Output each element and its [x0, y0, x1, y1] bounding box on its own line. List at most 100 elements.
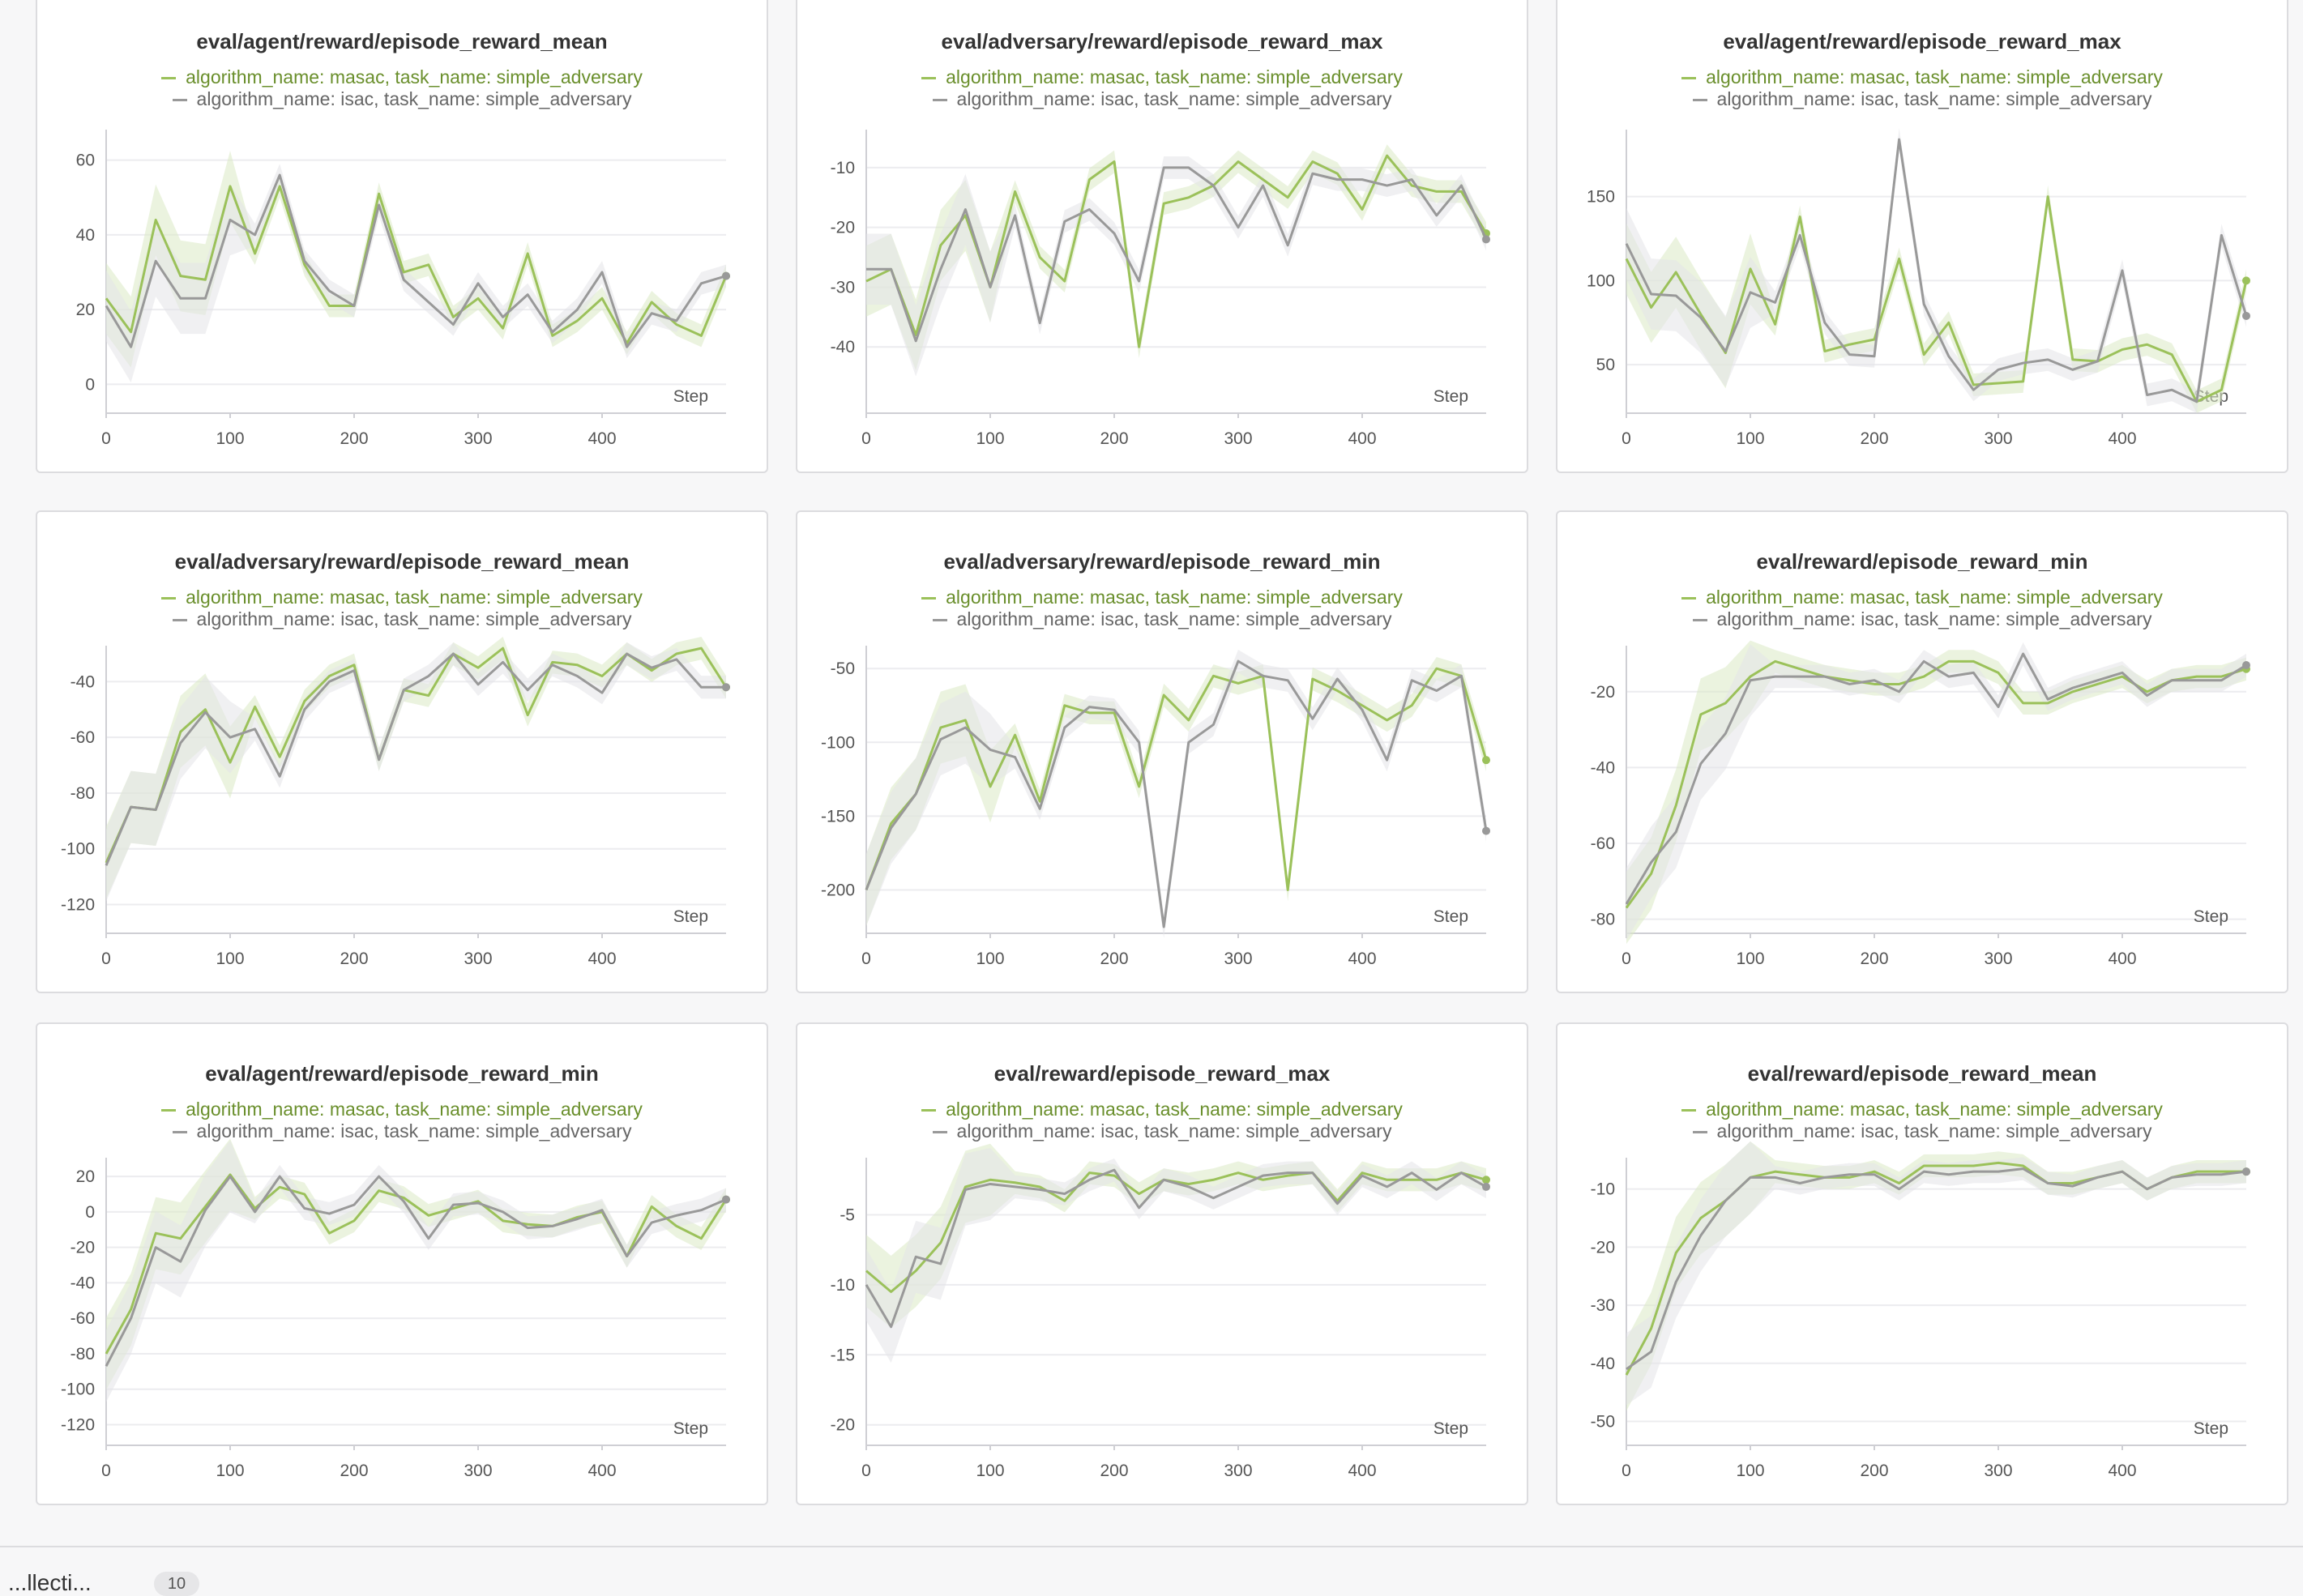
y-tick-label: -20: [831, 1416, 855, 1435]
chart-panel[interactable]: eval/reward/episode_reward_mean algorithm…: [1556, 1022, 2288, 1505]
series-band-isac: [106, 642, 726, 902]
series-band-isac: [866, 649, 1486, 939]
y-tick-label: 150: [1587, 188, 1615, 207]
chart-panel[interactable]: eval/adversary/reward/episode_reward_min…: [796, 510, 1528, 993]
series-line-masac[interactable]: [865, 154, 1488, 348]
y-tick-label: -100: [821, 733, 855, 752]
y-tick-label: -40: [70, 1274, 95, 1292]
chart-panel[interactable]: eval/agent/reward/episode_reward_max algo…: [1556, 0, 2288, 473]
x-tick-label: 300: [1984, 949, 2012, 968]
legend-swatch: [1681, 1109, 1697, 1112]
legend-swatch: [932, 619, 947, 622]
y-tick-label: -20: [1591, 683, 1615, 702]
series-line-isac[interactable]: [105, 652, 726, 866]
legend-entry-masac[interactable]: algorithm_name: masac, task_name: simple…: [1557, 587, 2287, 608]
legend-label: algorithm_name: masac, task_name: simple…: [186, 587, 643, 608]
legend-swatch: [921, 597, 937, 600]
chart-title: eval/agent/reward/episode_reward_mean: [196, 29, 608, 53]
legend-swatch: [1692, 99, 1707, 102]
x-tick-label: 200: [340, 429, 368, 448]
legend-label: algorithm_name: masac, task_name: simple…: [1706, 587, 2163, 608]
legend-entry-masac[interactable]: algorithm_name: masac, task_name: simple…: [1557, 66, 2287, 88]
legend-swatch: [172, 99, 187, 102]
legend-entry-masac[interactable]: algorithm_name: masac, task_name: simple…: [797, 1099, 1527, 1120]
chart-panel[interactable]: eval/reward/episode_reward_max algorithm_…: [796, 1022, 1528, 1505]
legend-entry-masac[interactable]: algorithm_name: masac, task_name: simple…: [37, 66, 767, 88]
series-endpoint-isac: [2242, 1167, 2250, 1176]
y-tick-label: 0: [85, 1203, 95, 1222]
y-tick-label: -60: [1591, 834, 1615, 853]
series-line-isac[interactable]: [865, 1168, 1487, 1329]
series-endpoint-isac: [2242, 661, 2250, 670]
x-tick-label: 200: [340, 1462, 368, 1480]
chart-title: eval/adversary/reward/episode_reward_max: [941, 29, 1383, 53]
y-tick-label: -40: [831, 338, 855, 356]
y-tick-label: -80: [1591, 911, 1615, 929]
x-tick-label: 400: [2108, 429, 2136, 448]
section-header[interactable]: ...llecti...: [8, 1570, 92, 1595]
legend-label: algorithm_name: masac, task_name: simple…: [946, 66, 1403, 87]
legend-entry-masac[interactable]: algorithm_name: masac, task_name: simple…: [1557, 1099, 2287, 1120]
y-tick-label: -40: [1591, 758, 1615, 777]
x-axis-label: Step: [1434, 907, 1468, 926]
chart-title: eval/reward/episode_reward_max: [993, 1061, 1331, 1086]
chart-panel[interactable]: eval/adversary/reward/episode_reward_max…: [796, 0, 1528, 473]
series-line-masac[interactable]: [105, 647, 728, 864]
series-line-isac[interactable]: [105, 173, 727, 348]
series-line-isac[interactable]: [866, 166, 1488, 343]
series-endpoint-isac: [1482, 1182, 1490, 1191]
chart-title: eval/reward/episode_reward_min: [1756, 549, 2088, 574]
legend-label: algorithm_name: isac, task_name: simple_…: [1716, 88, 2152, 109]
legend-entry-isac[interactable]: algorithm_name: isac, task_name: simple_…: [1557, 88, 2287, 110]
series-line-isac[interactable]: [1626, 1167, 2247, 1371]
chart-title: eval/adversary/reward/episode_reward_min: [943, 549, 1381, 574]
chart-svg: -10 -20 -30 -40 0 100 200 300 400 Step: [831, 130, 1490, 448]
legend-entry-masac[interactable]: algorithm_name: masac, task_name: simple…: [37, 1099, 767, 1120]
legend-entry-masac[interactable]: algorithm_name: masac, task_name: simple…: [797, 587, 1527, 608]
x-tick-label: 0: [101, 429, 111, 448]
x-tick-label: 400: [588, 1462, 616, 1480]
legend-entry-isac[interactable]: algorithm_name: isac, task_name: simple_…: [37, 1120, 767, 1142]
chart-panel[interactable]: eval/reward/episode_reward_min algorithm_…: [1556, 510, 2288, 993]
x-tick-label: 300: [1984, 1462, 2012, 1480]
series-line-isac[interactable]: [105, 1175, 727, 1367]
legend-swatch: [932, 99, 947, 102]
series-endpoint-isac: [1482, 235, 1490, 244]
legend-label: algorithm_name: masac, task_name: simple…: [186, 66, 643, 87]
chart-panel[interactable]: eval/agent/reward/episode_reward_min algo…: [36, 1022, 768, 1505]
legend-label: algorithm_name: isac, task_name: simple_…: [196, 88, 632, 109]
legend-label: algorithm_name: isac, task_name: simple_…: [196, 608, 632, 629]
series-band-isac: [866, 156, 1486, 377]
legend-entry-isac[interactable]: algorithm_name: isac, task_name: simple_…: [797, 608, 1527, 630]
y-tick-label: -10: [831, 1276, 855, 1295]
legend-entry-isac[interactable]: algorithm_name: isac, task_name: simple_…: [37, 88, 767, 110]
legend-entry-isac[interactable]: algorithm_name: isac, task_name: simple_…: [797, 88, 1527, 110]
legend-entry-isac[interactable]: algorithm_name: isac, task_name: simple_…: [1557, 608, 2287, 630]
legend-entry-isac[interactable]: algorithm_name: isac, task_name: simple_…: [37, 608, 767, 630]
x-tick-label: 300: [464, 429, 492, 448]
legend-entry-isac[interactable]: algorithm_name: isac, task_name: simple_…: [1557, 1120, 2287, 1142]
legend-entry-masac[interactable]: algorithm_name: masac, task_name: simple…: [37, 587, 767, 608]
y-tick-label: -20: [70, 1239, 95, 1257]
series-line-isac[interactable]: [1625, 652, 2247, 905]
series-line-isac[interactable]: [865, 659, 1488, 928]
series-line-isac[interactable]: [1625, 138, 2248, 403]
legend-label: algorithm_name: isac, task_name: simple_…: [956, 608, 1392, 629]
y-tick-label: -20: [831, 219, 855, 237]
legend-entry-isac[interactable]: algorithm_name: isac, task_name: simple_…: [797, 1120, 1527, 1142]
legend-entry-masac[interactable]: algorithm_name: masac, task_name: simple…: [797, 66, 1527, 88]
chart-panel[interactable]: eval/adversary/reward/episode_reward_mea…: [36, 510, 768, 993]
x-tick-label: 300: [464, 1462, 492, 1480]
y-tick-label: -80: [70, 1345, 95, 1363]
x-tick-label: 0: [1622, 429, 1631, 448]
chart-svg: 501001500100200300400Step: [1587, 128, 2250, 448]
series-endpoint-isac: [722, 1195, 730, 1204]
series-line-masac[interactable]: [865, 1171, 1487, 1294]
y-tick-label: -20: [1591, 1238, 1615, 1257]
legend-swatch: [1681, 597, 1697, 600]
y-tick-label: 40: [76, 226, 95, 245]
legend-label: algorithm_name: masac, task_name: simple…: [1706, 1099, 2163, 1120]
x-axis-label: Step: [1434, 1419, 1468, 1438]
x-tick-label: 0: [1622, 1462, 1631, 1480]
